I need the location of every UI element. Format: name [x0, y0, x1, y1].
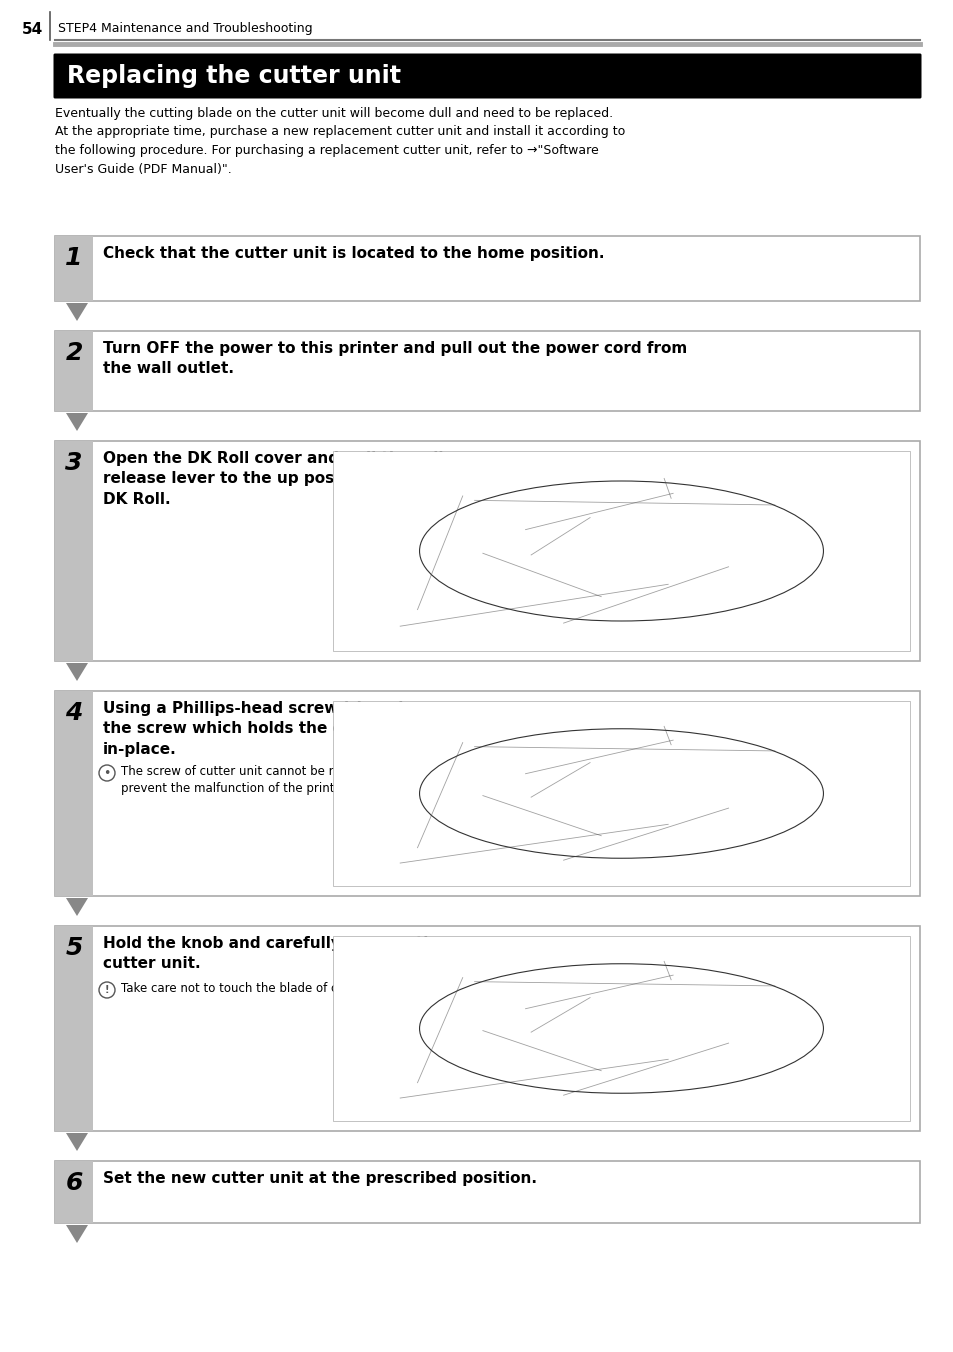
FancyBboxPatch shape [55, 441, 919, 661]
FancyBboxPatch shape [53, 54, 921, 99]
Text: Take care not to touch the blade of cutter.: Take care not to touch the blade of cutt… [121, 982, 369, 995]
Text: 6: 6 [65, 1171, 83, 1195]
FancyBboxPatch shape [55, 926, 92, 1132]
FancyBboxPatch shape [333, 700, 909, 886]
FancyBboxPatch shape [55, 331, 919, 411]
FancyBboxPatch shape [55, 237, 919, 301]
Polygon shape [66, 303, 88, 320]
FancyBboxPatch shape [55, 1161, 92, 1224]
Text: The screw of cutter unit cannot be removed to
prevent the malfunction of the pri: The screw of cutter unit cannot be remov… [121, 765, 396, 795]
Polygon shape [66, 898, 88, 917]
FancyBboxPatch shape [55, 691, 919, 896]
Text: Set the new cutter unit at the prescribed position.: Set the new cutter unit at the prescribe… [103, 1171, 537, 1186]
FancyBboxPatch shape [55, 691, 92, 896]
Text: Check that the cutter unit is located to the home position.: Check that the cutter unit is located to… [103, 246, 604, 261]
Polygon shape [66, 412, 88, 431]
Text: Hold the knob and carefully remove the
cutter unit.: Hold the knob and carefully remove the c… [103, 936, 444, 971]
Text: 1: 1 [65, 246, 83, 270]
Text: 5: 5 [65, 936, 83, 960]
Text: Using a Phillips-head screwdriver, loosen
the screw which holds the cutter blade: Using a Phillips-head screwdriver, loose… [103, 700, 476, 757]
FancyBboxPatch shape [55, 1161, 919, 1224]
Text: 3: 3 [65, 452, 83, 475]
FancyBboxPatch shape [333, 936, 909, 1121]
Text: Open the DK Roll cover and pull the roll
release lever to the up position. Remov: Open the DK Roll cover and pull the roll… [103, 452, 486, 507]
FancyBboxPatch shape [55, 331, 92, 411]
Polygon shape [66, 1133, 88, 1151]
Text: 54: 54 [22, 22, 43, 37]
FancyBboxPatch shape [333, 452, 909, 652]
Polygon shape [66, 1225, 88, 1242]
Text: Eventually the cutting blade on the cutter unit will become dull and need to be : Eventually the cutting blade on the cutt… [55, 107, 624, 176]
Text: •: • [103, 767, 111, 780]
Text: Turn OFF the power to this printer and pull out the power cord from
the wall out: Turn OFF the power to this printer and p… [103, 341, 686, 376]
FancyBboxPatch shape [55, 237, 92, 301]
Text: 4: 4 [65, 700, 83, 725]
Circle shape [99, 765, 115, 781]
Circle shape [99, 982, 115, 998]
FancyBboxPatch shape [55, 926, 919, 1132]
Text: Replacing the cutter unit: Replacing the cutter unit [67, 64, 400, 88]
FancyBboxPatch shape [55, 441, 92, 661]
Text: !: ! [105, 986, 110, 995]
Text: STEP4 Maintenance and Troubleshooting: STEP4 Maintenance and Troubleshooting [58, 22, 313, 35]
Polygon shape [66, 662, 88, 681]
Text: 2: 2 [65, 341, 83, 365]
